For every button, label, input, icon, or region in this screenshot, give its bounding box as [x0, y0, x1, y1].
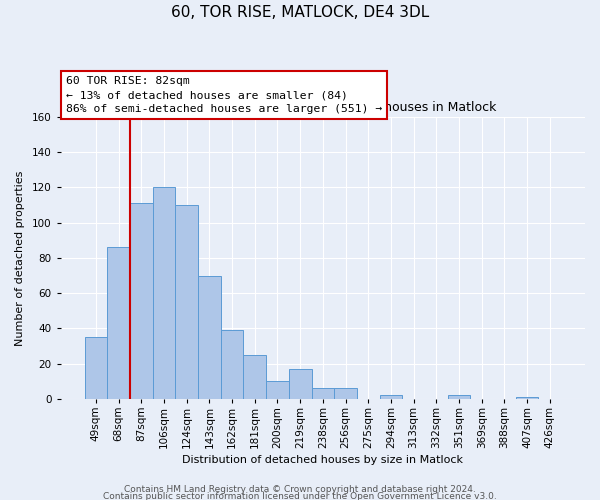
- Bar: [175, 205, 198, 399]
- Bar: [289, 369, 311, 399]
- Bar: [130, 204, 152, 399]
- Y-axis label: Number of detached properties: Number of detached properties: [15, 170, 25, 346]
- X-axis label: Distribution of detached houses by size in Matlock: Distribution of detached houses by size …: [182, 455, 463, 465]
- Text: 60, TOR RISE, MATLOCK, DE4 3DL: 60, TOR RISE, MATLOCK, DE4 3DL: [171, 5, 429, 20]
- Bar: [244, 355, 266, 399]
- Text: Contains HM Land Registry data © Crown copyright and database right 2024.: Contains HM Land Registry data © Crown c…: [124, 486, 476, 494]
- Title: Size of property relative to detached houses in Matlock: Size of property relative to detached ho…: [149, 102, 496, 114]
- Bar: [221, 330, 244, 399]
- Bar: [334, 388, 357, 399]
- Text: Contains public sector information licensed under the Open Government Licence v3: Contains public sector information licen…: [103, 492, 497, 500]
- Bar: [198, 276, 221, 399]
- Bar: [311, 388, 334, 399]
- Bar: [107, 248, 130, 399]
- Bar: [85, 338, 107, 399]
- Bar: [152, 188, 175, 399]
- Bar: [266, 382, 289, 399]
- Bar: [516, 397, 538, 399]
- Text: 60 TOR RISE: 82sqm
← 13% of detached houses are smaller (84)
86% of semi-detache: 60 TOR RISE: 82sqm ← 13% of detached hou…: [66, 76, 382, 114]
- Bar: [448, 396, 470, 399]
- Bar: [380, 396, 402, 399]
